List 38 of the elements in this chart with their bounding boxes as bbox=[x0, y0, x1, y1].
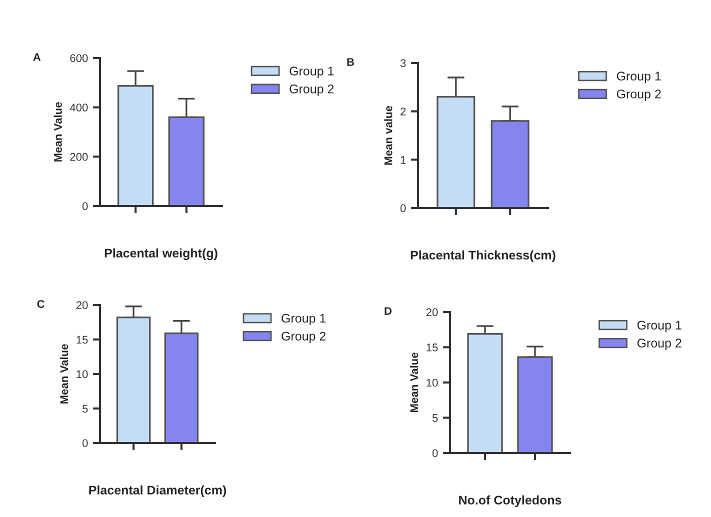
y-tick-label: 15 bbox=[76, 336, 88, 344]
y-tick-label: 200 bbox=[70, 152, 88, 161]
y-axis-title: Mean value bbox=[384, 106, 392, 165]
y-axis-title: Mean Value bbox=[60, 344, 68, 404]
x-axis-title: Placental weight(g) bbox=[104, 248, 218, 260]
y-tick-label: 400 bbox=[70, 104, 88, 112]
x-axis-title: Placental Thickness(cm) bbox=[410, 250, 556, 262]
legend-label: Group 1 bbox=[290, 66, 334, 78]
legend-label: Group 2 bbox=[616, 90, 661, 101]
y-tick-label: 0 bbox=[400, 204, 406, 212]
chart-title: D bbox=[384, 307, 392, 315]
y-tick-label: 3 bbox=[400, 59, 406, 68]
legend-label: Group 1 bbox=[637, 320, 682, 332]
y-tick-label: 600 bbox=[70, 54, 88, 62]
y-tick-label: 20 bbox=[426, 308, 438, 316]
chart-title: C bbox=[37, 300, 44, 308]
x-axis-title: Placental Diameter(cm) bbox=[89, 485, 226, 498]
y-tick-label: 5 bbox=[432, 414, 438, 422]
y-tick-label: 10 bbox=[76, 370, 88, 378]
y-tick-label: 2 bbox=[400, 108, 406, 116]
chart-title: A bbox=[33, 53, 41, 61]
y-tick-label: 20 bbox=[76, 301, 88, 310]
y-tick-label: 5 bbox=[82, 404, 88, 413]
y-tick-label: 1 bbox=[400, 156, 406, 164]
x-axis-title: No.of Cotyledons bbox=[459, 495, 562, 508]
legend-label: Group 1 bbox=[282, 314, 326, 326]
legend-label: Group 1 bbox=[616, 72, 661, 83]
y-tick-label: 15 bbox=[426, 344, 438, 352]
legend-label: Group 2 bbox=[290, 84, 334, 96]
legend-label: Group 2 bbox=[282, 332, 326, 344]
y-tick-label: 0 bbox=[82, 439, 88, 448]
y-tick-label: 10 bbox=[426, 378, 438, 387]
legend-label: Group 2 bbox=[637, 338, 682, 350]
y-tick-label: 0 bbox=[82, 202, 88, 210]
y-axis-title: Mean Value bbox=[410, 352, 418, 412]
chart-title: B bbox=[347, 58, 354, 66]
y-tick-label: 0 bbox=[432, 449, 438, 458]
y-axis-title: Mean Value bbox=[54, 102, 62, 162]
